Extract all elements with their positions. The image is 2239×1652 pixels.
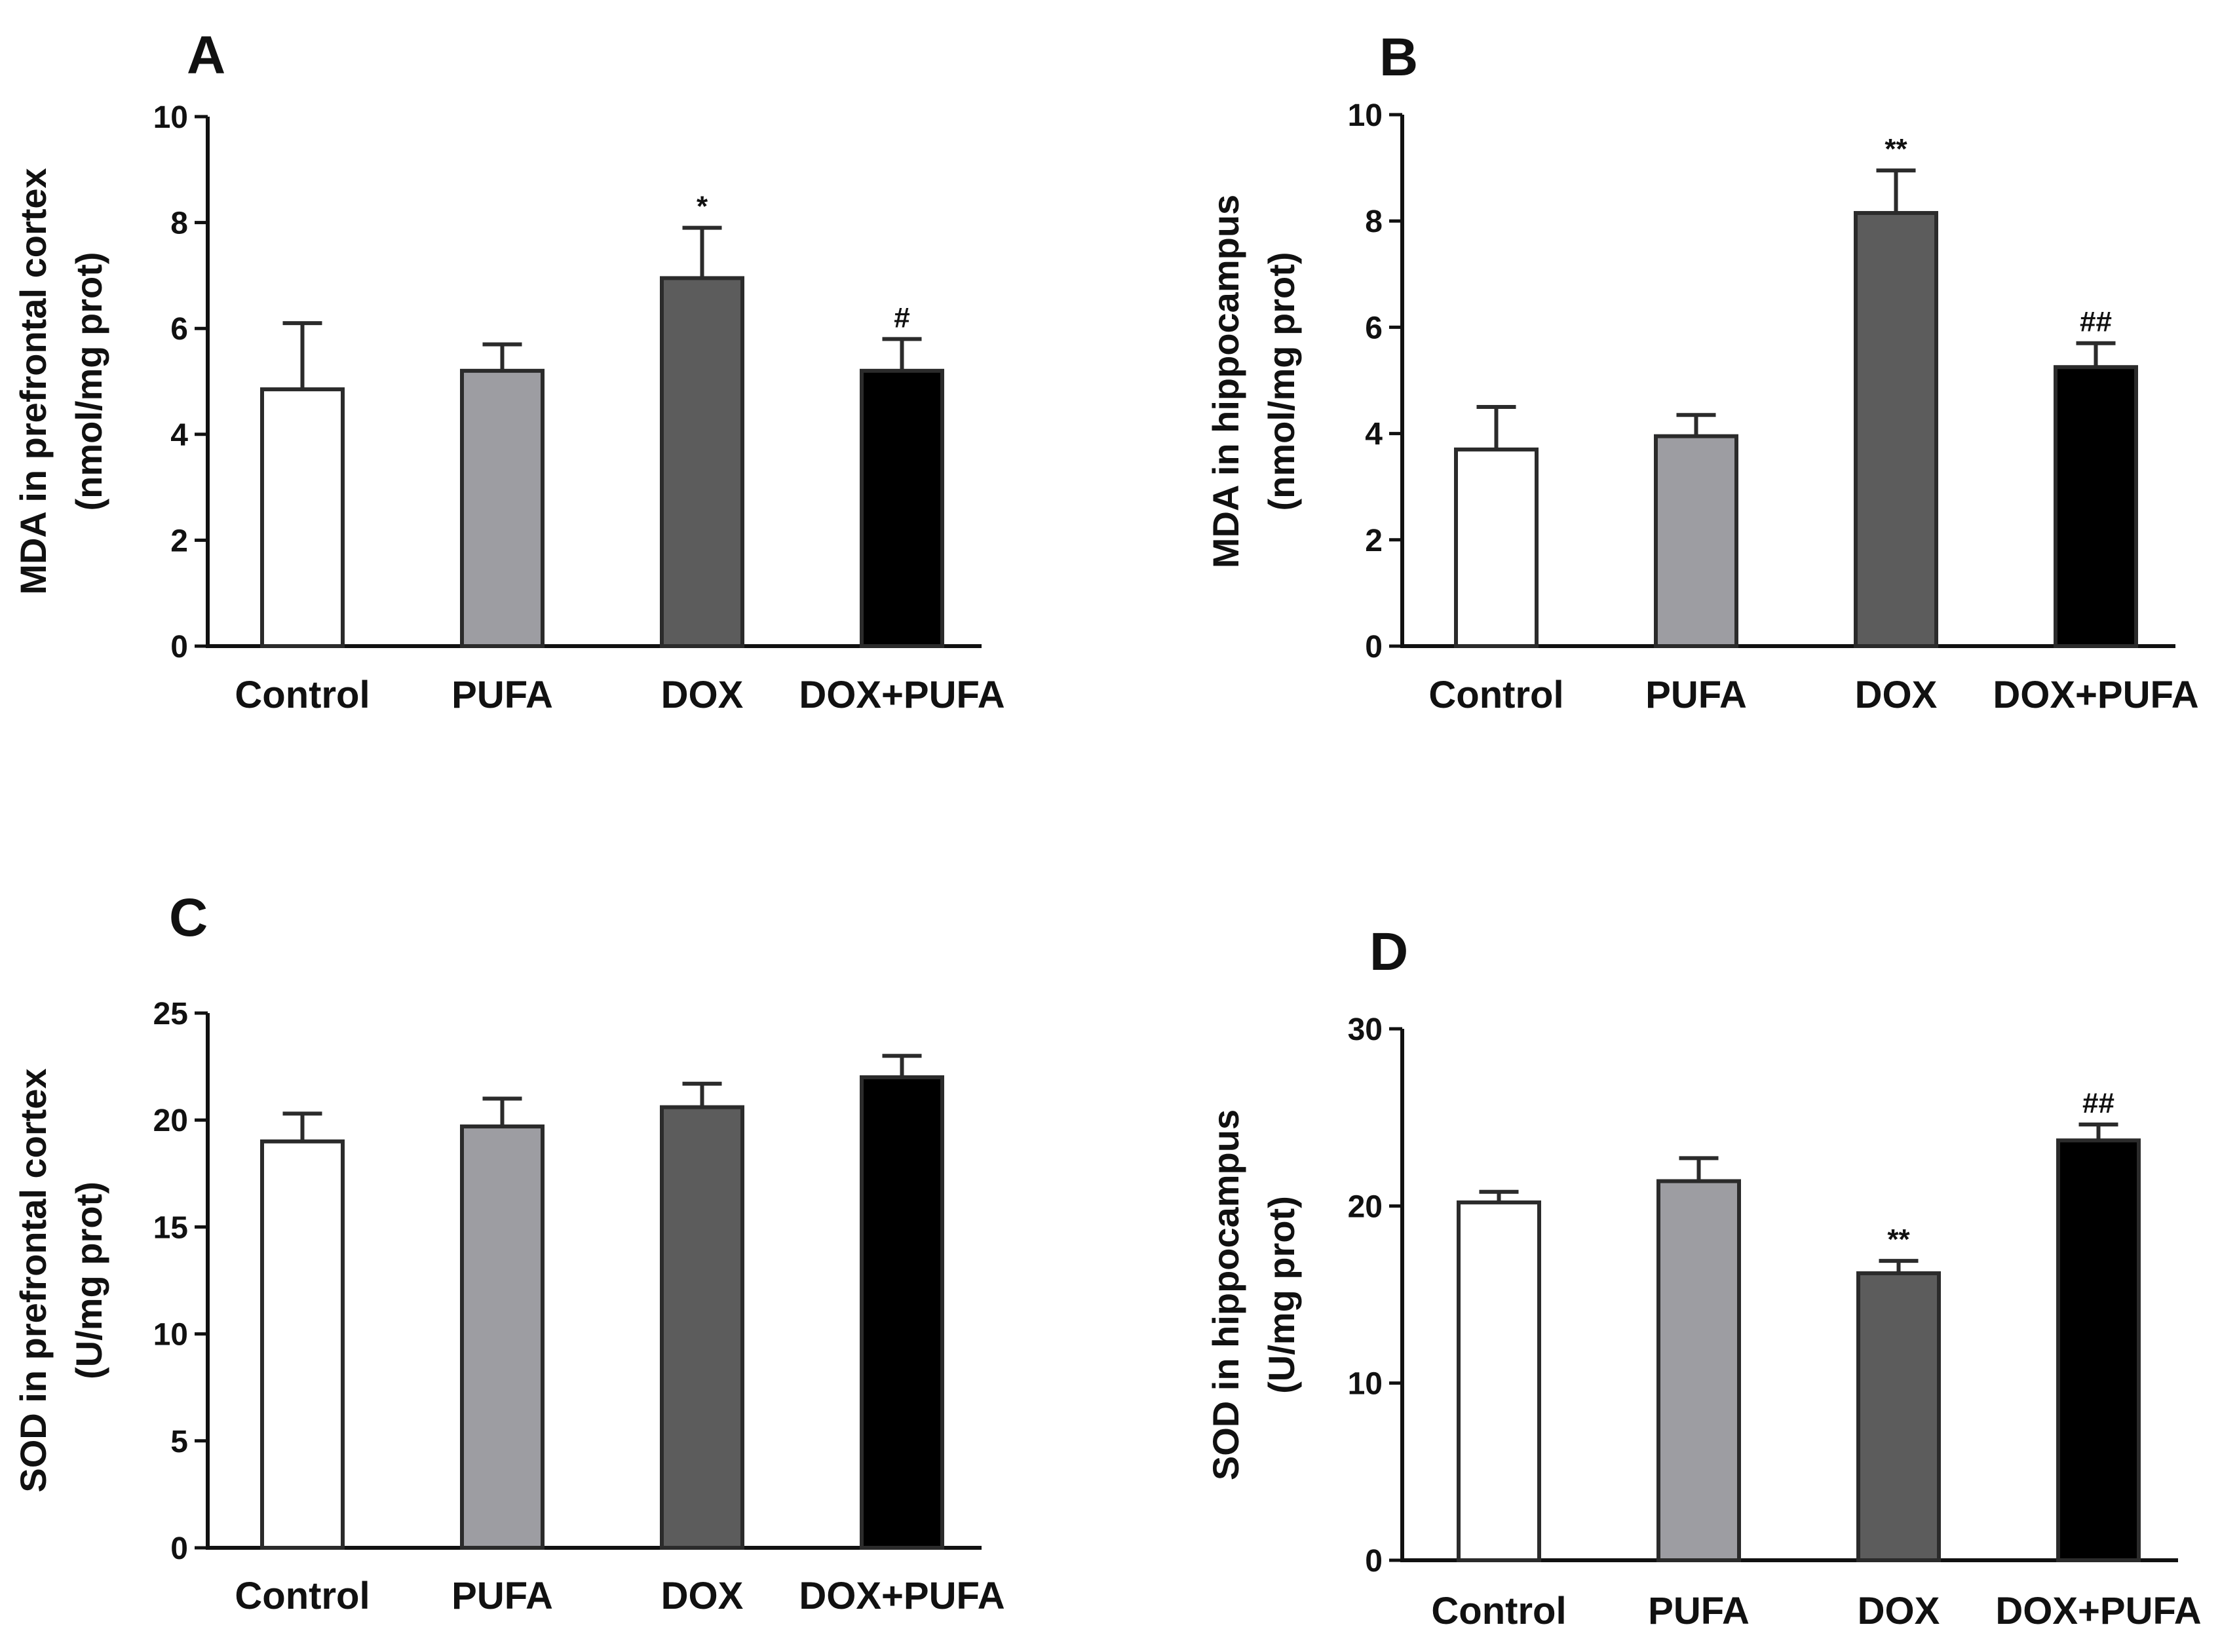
panel-letter: A	[187, 26, 225, 85]
bar-pufa	[1654, 434, 1738, 649]
y-tick-label: 2	[1365, 524, 1383, 558]
chart-panel-a: A MDA in prefrontal cortex (nmol/mg prot) 0…	[12, 26, 1005, 716]
y-tick-label: 8	[170, 206, 188, 241]
bar-dox	[1856, 1271, 1941, 1563]
y-tick-label: 15	[153, 1210, 188, 1245]
y-axis-unit-label: (U/mg prot)	[68, 1181, 109, 1379]
significance-marker: #	[894, 301, 909, 334]
y-tick-label: 0	[1365, 630, 1383, 664]
x-category-label: DOX	[661, 674, 744, 716]
y-tick-label: 10	[153, 100, 188, 135]
y-tick-label: 4	[170, 418, 188, 453]
bar-dox-pufa	[2056, 1138, 2141, 1563]
y-axis-label: MDA in prefrontal cortex	[12, 168, 54, 594]
y-tick-label: 8	[1365, 204, 1383, 239]
significance-marker: **	[1885, 133, 1907, 165]
y-tick-label: 20	[153, 1104, 188, 1138]
bar-control	[1454, 447, 1539, 648]
y-tick-label: 0	[170, 630, 188, 664]
x-category-label: Control	[235, 674, 370, 716]
x-category-label: DOX+PUFA	[799, 1575, 1005, 1617]
chart-panel-c: C SOD in prefrontal cortex (U/mg prot) 0 5 10…	[12, 888, 1005, 1617]
bar-pufa	[460, 368, 545, 649]
y-axis-label: SOD in hippocampus	[1205, 1109, 1246, 1480]
x-category-label: PUFA	[451, 674, 553, 716]
x-category-label: Control	[235, 1575, 370, 1617]
significance-marker: ##	[2082, 1087, 2115, 1119]
y-tick-label: 2	[170, 524, 188, 558]
y-tick-label: 0	[170, 1531, 188, 1566]
panel-letter: C	[169, 888, 208, 948]
panel-letter: D	[1369, 922, 1408, 982]
y-tick-label: 30	[1348, 1012, 1383, 1047]
bar-control	[1457, 1200, 1541, 1562]
bar-control	[260, 387, 345, 648]
x-category-label: PUFA	[1648, 1590, 1750, 1632]
bar-dox	[660, 276, 744, 648]
y-axis-unit-label: (nmol/mg prot)	[68, 252, 109, 510]
x-category-label: DOX	[1858, 1590, 1940, 1632]
bar-dox-pufa	[860, 368, 944, 649]
y-tick-label: 25	[153, 997, 188, 1031]
chart-panel-b: B MDA in hippocampus (nmol/mg prot) 0 2 4 6 8 10…	[1205, 28, 2199, 716]
x-category-label: Control	[1428, 674, 1563, 716]
bar-pufa	[460, 1124, 545, 1550]
panel-letter: B	[1379, 28, 1418, 87]
y-tick-label: 6	[170, 312, 188, 347]
bar-pufa	[1656, 1179, 1741, 1562]
x-category-label: PUFA	[451, 1575, 553, 1617]
bar-dox-pufa	[2054, 365, 2138, 648]
bar-dox	[1854, 211, 1938, 649]
x-category-label: Control	[1431, 1590, 1566, 1632]
significance-marker: *	[697, 191, 708, 223]
y-tick-label: 5	[170, 1425, 188, 1459]
y-axis-label: SOD in prefrontal cortex	[12, 1068, 54, 1492]
x-category-label: DOX+PUFA	[1995, 1590, 2201, 1632]
bar-dox-pufa	[860, 1075, 944, 1550]
x-category-label: DOX	[1855, 674, 1938, 716]
y-tick-label: 10	[153, 1318, 188, 1353]
chart-panel-d: D SOD in hippocampus (U/mg prot) 0 10 20 30 Con…	[1205, 922, 2202, 1632]
y-tick-label: 4	[1365, 417, 1383, 452]
y-tick-label: 10	[1348, 98, 1383, 133]
x-category-label: DOX+PUFA	[799, 674, 1005, 716]
bar-dox	[660, 1105, 744, 1550]
x-category-label: DOX+PUFA	[1993, 674, 2198, 716]
y-tick-label: 6	[1365, 311, 1383, 345]
y-tick-label: 20	[1348, 1189, 1383, 1224]
significance-marker: **	[1887, 1223, 1910, 1256]
y-axis-unit-label: (nmol/mg prot)	[1261, 252, 1302, 510]
bar-control	[260, 1139, 345, 1550]
significance-marker: ##	[2080, 306, 2112, 338]
y-tick-label: 10	[1348, 1367, 1383, 1402]
y-tick-label: 0	[1365, 1544, 1383, 1579]
y-axis-label: MDA in hippocampus	[1205, 195, 1246, 568]
x-category-label: DOX	[661, 1575, 744, 1617]
x-category-label: PUFA	[1645, 674, 1747, 716]
y-axis-unit-label: (U/mg prot)	[1261, 1196, 1302, 1394]
